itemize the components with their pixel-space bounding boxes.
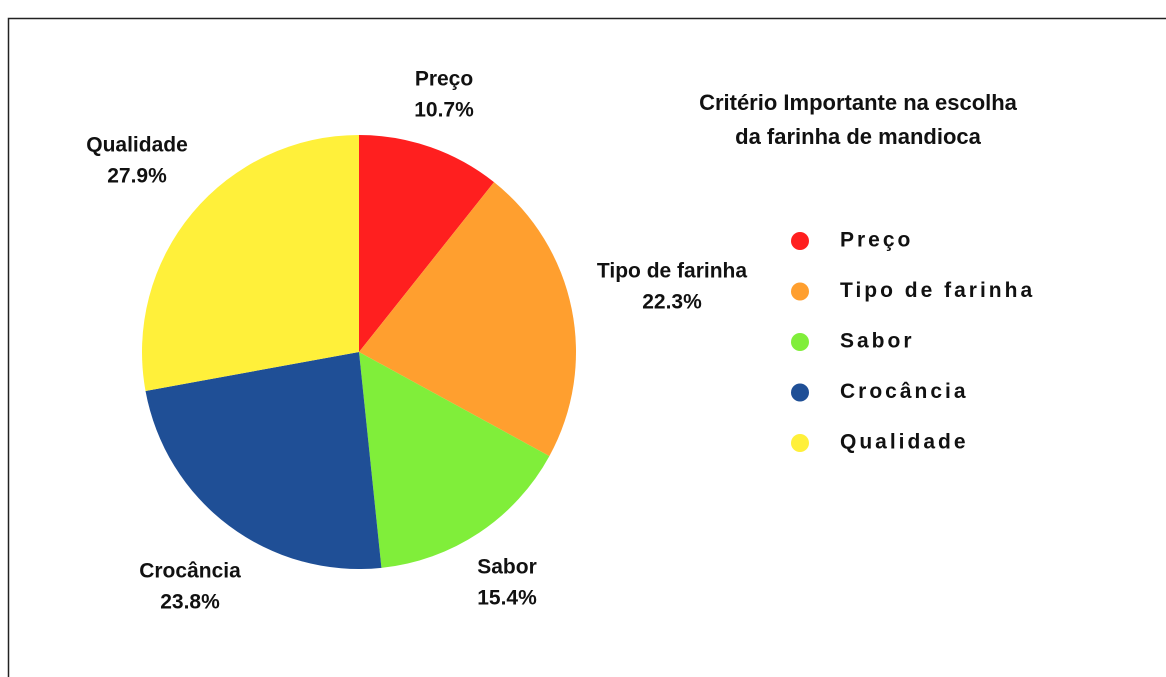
- legend-swatch: [791, 282, 809, 301]
- chart-title: Critério Importante na escolha: [699, 90, 1018, 115]
- legend-label: Qualidade: [840, 431, 969, 454]
- legend-swatch: [791, 333, 809, 351]
- slice-value-label: 15.4%: [477, 587, 537, 610]
- pie-slice: [359, 182, 576, 457]
- slice-value-label: 10.7%: [414, 99, 474, 122]
- slice-value-label: 27.9%: [107, 165, 167, 188]
- slice-label: Sabor: [477, 556, 537, 579]
- legend-label: Crocância: [840, 380, 969, 403]
- pie-slice: [142, 135, 359, 391]
- legend-swatch: [791, 232, 809, 250]
- slice-label: Preço: [415, 68, 473, 91]
- slice-value-label: 23.8%: [160, 591, 220, 614]
- slice-label: Crocância: [139, 560, 241, 583]
- slice-label: Qualidade: [86, 134, 188, 157]
- chart-title: da farinha de mandioca: [735, 124, 981, 149]
- legend-label: Tipo de farinha: [840, 279, 1035, 302]
- legend-label: Sabor: [840, 330, 915, 353]
- pie-slice: [359, 135, 495, 352]
- pie-slice: [145, 352, 382, 569]
- slice-value-label: 22.3%: [642, 291, 702, 314]
- pie-slice: [359, 352, 550, 568]
- legend-swatch: [791, 434, 809, 452]
- legend-swatch: [791, 383, 809, 402]
- legend-label: Preço: [840, 229, 913, 252]
- slice-label: Tipo de farinha: [597, 260, 747, 283]
